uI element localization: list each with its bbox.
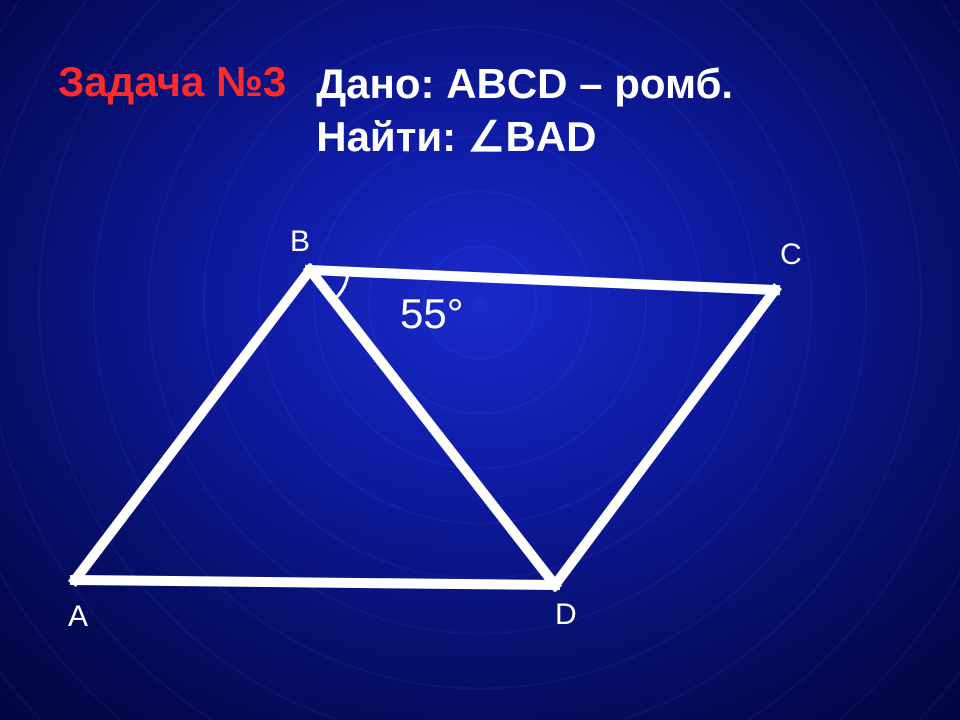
slide: Задача №3 Дано: ABCD – ромб. Найти: ∠BAD… [0, 0, 960, 720]
vertex-label-c: C [780, 238, 802, 272]
vertex-label-d: D [555, 598, 577, 632]
rhombus-diagram [0, 0, 960, 720]
vertex-label-b: B [290, 225, 310, 259]
vertex-label-a: A [68, 600, 88, 634]
angle-label: 55° [400, 290, 464, 338]
